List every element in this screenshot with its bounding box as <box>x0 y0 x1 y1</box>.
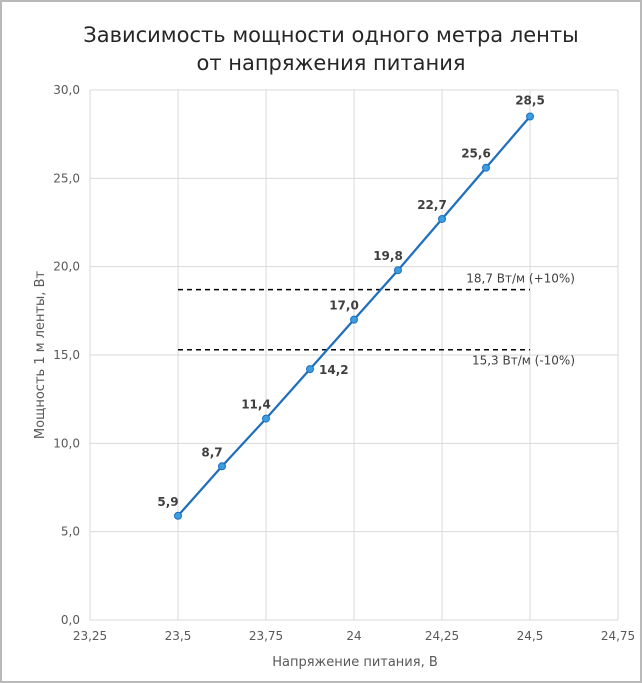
data-point <box>526 112 534 121</box>
y-tick-label: 15,0 <box>53 348 80 362</box>
data-label: 11,4 <box>241 398 271 412</box>
reference-line-label: 18,7 Вт/м (+10%) <box>466 272 575 286</box>
data-point <box>438 214 446 223</box>
data-label: 28,5 <box>515 94 545 108</box>
data-label: 14,2 <box>319 363 349 377</box>
data-point <box>394 266 402 275</box>
tick-labels: 0,0 5,0 10,0 15,0 20,0 25,0 30,0 23,25 23,5 23,75… <box>53 83 635 643</box>
data-point <box>482 163 490 172</box>
chart-title-line-1: Зависимость мощности одного метра ленты <box>83 23 578 47</box>
series <box>174 112 534 520</box>
chart-title-line-2: от напряжения питания <box>196 51 465 75</box>
x-tick-label: 23,75 <box>249 629 283 643</box>
reference-lines: 18,7 Вт/м (+10%) 15,3 Вт/м (-10%) <box>178 272 575 368</box>
data-label: 5,9 <box>157 495 178 509</box>
data-point <box>262 414 270 423</box>
data-point <box>350 315 358 324</box>
data-point <box>174 511 182 520</box>
data-label: 25,6 <box>461 147 491 161</box>
y-tick-label: 30,0 <box>53 83 80 97</box>
y-tick-label: 10,0 <box>53 436 80 450</box>
x-tick-label: 23,25 <box>73 629 107 643</box>
x-tick-label: 24,25 <box>425 629 459 643</box>
x-tick-label: 23,5 <box>165 629 192 643</box>
data-point <box>218 462 226 471</box>
grid <box>89 89 619 621</box>
data-labels: 5,9 8,7 11,4 14,2 17,0 19,8 22,7 25,6 28,5 <box>157 94 544 509</box>
x-tick-label: 24 <box>346 629 361 643</box>
y-tick-label: 0,0 <box>61 613 80 627</box>
y-axis-label: Мощность 1 м ленты, Вт <box>33 271 48 440</box>
y-tick-label: 5,0 <box>61 525 80 539</box>
x-tick-label: 24,5 <box>517 629 544 643</box>
data-label: 22,7 <box>417 198 447 212</box>
data-label: 19,8 <box>373 249 403 263</box>
x-axis-label: Напряжение питания, В <box>272 655 438 670</box>
y-tick-label: 25,0 <box>53 171 80 185</box>
data-label: 8,7 <box>201 445 222 459</box>
reference-line-label: 15,3 Вт/м (-10%) <box>472 354 575 368</box>
y-tick-label: 20,0 <box>53 260 80 274</box>
data-label: 17,0 <box>329 299 359 313</box>
x-tick-label: 24,75 <box>601 629 635 643</box>
data-point <box>306 365 314 374</box>
